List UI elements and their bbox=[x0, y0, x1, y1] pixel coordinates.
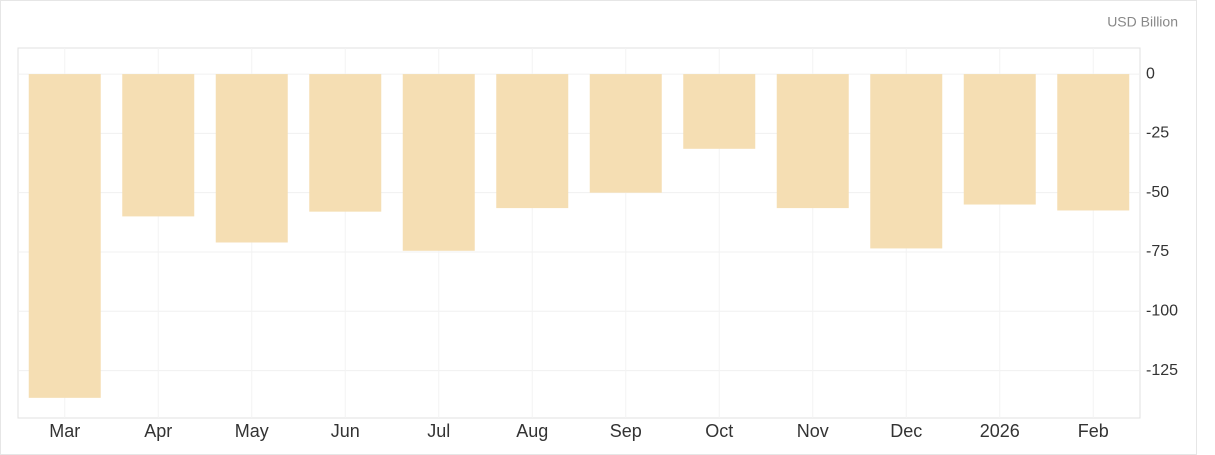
bar bbox=[122, 74, 195, 217]
y-tick-label: 0 bbox=[1146, 65, 1155, 82]
x-tick-label: Jul bbox=[427, 421, 450, 441]
bar bbox=[683, 74, 756, 149]
x-tick-label: Sep bbox=[610, 421, 642, 441]
x-tick-label: May bbox=[235, 421, 269, 441]
y-tick-label: -50 bbox=[1146, 184, 1169, 201]
bar bbox=[870, 74, 943, 249]
bar bbox=[309, 74, 382, 212]
x-tick-label: Oct bbox=[705, 421, 733, 441]
bar bbox=[776, 74, 849, 209]
x-tick-label: Apr bbox=[144, 421, 172, 441]
bar bbox=[402, 74, 475, 251]
bar bbox=[28, 74, 101, 398]
bar bbox=[1057, 74, 1130, 211]
x-tick-label: Feb bbox=[1078, 421, 1109, 441]
x-tick-label: 2026 bbox=[980, 421, 1020, 441]
bar bbox=[496, 74, 569, 209]
y-tick-label: -75 bbox=[1146, 243, 1169, 260]
x-tick-label: Jun bbox=[331, 421, 360, 441]
y-tick-label: -125 bbox=[1146, 362, 1178, 379]
bar bbox=[589, 74, 662, 193]
x-tick-label: Mar bbox=[49, 421, 80, 441]
bar bbox=[963, 74, 1036, 205]
x-tick-label: Dec bbox=[890, 421, 922, 441]
x-tick-label: Aug bbox=[516, 421, 548, 441]
x-tick-label: Nov bbox=[797, 421, 829, 441]
unit-label: USD Billion bbox=[1107, 14, 1178, 30]
y-tick-label: -100 bbox=[1146, 302, 1178, 319]
plot-area bbox=[17, 47, 1141, 419]
y-tick-label: -25 bbox=[1146, 125, 1169, 142]
bar bbox=[215, 74, 288, 243]
